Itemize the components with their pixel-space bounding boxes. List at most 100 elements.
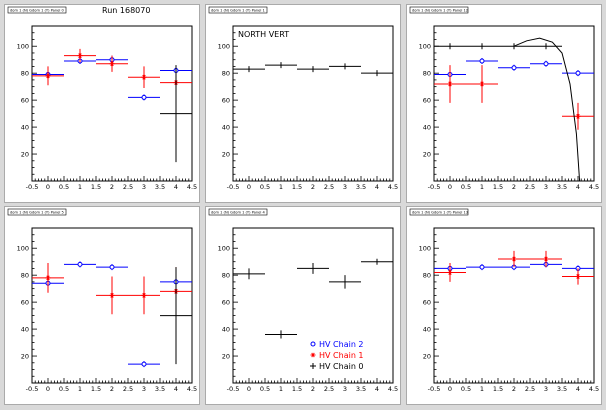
data-point bbox=[32, 263, 64, 293]
pad-background bbox=[4, 206, 200, 405]
x-tick-label: 2.5 bbox=[324, 183, 334, 191]
x-tick-label: 2 bbox=[512, 385, 516, 393]
x-tick-label: 4.5 bbox=[187, 385, 197, 393]
chart-pad: dom 1 (N) Gdom 1 (Y) Panel 13 -0.5 0 0.5 1 1.… bbox=[406, 206, 602, 405]
circle-marker bbox=[543, 61, 549, 67]
data-point bbox=[64, 48, 96, 63]
data-point bbox=[562, 268, 594, 285]
data-point bbox=[498, 250, 530, 268]
data-point bbox=[96, 264, 128, 271]
x-tick-label: 3 bbox=[343, 183, 347, 191]
pad-border bbox=[205, 206, 401, 405]
star-marker bbox=[109, 61, 115, 67]
data-point bbox=[329, 63, 361, 70]
y-tick-label: 60 bbox=[21, 298, 29, 306]
pad-background bbox=[406, 206, 602, 405]
circle-marker bbox=[479, 58, 485, 64]
x-tick-label: 2 bbox=[110, 183, 114, 191]
series-chain2 bbox=[434, 58, 594, 78]
x-tick-label: 0.5 bbox=[59, 183, 69, 191]
star-marker bbox=[575, 274, 581, 279]
x-tick-label: 0.5 bbox=[260, 183, 270, 191]
x-tick-label: 1.5 bbox=[493, 183, 503, 191]
data-point bbox=[64, 261, 96, 268]
x-tick-label: 2 bbox=[311, 183, 315, 191]
x-tick-label: 4.5 bbox=[589, 183, 599, 191]
x-tick-label: 1.5 bbox=[292, 183, 302, 191]
pad-border bbox=[4, 206, 200, 405]
star-stroke bbox=[110, 292, 114, 298]
chart-title: dom 1 (N) Gdom 1 (Y) Panel 0 bbox=[10, 8, 65, 12]
star-marker bbox=[543, 256, 549, 262]
x-tick-label: 3 bbox=[142, 183, 146, 191]
data-point bbox=[530, 60, 562, 67]
star-marker bbox=[511, 256, 517, 262]
data-point bbox=[128, 276, 160, 315]
x-tick-label: 4.5 bbox=[388, 385, 398, 393]
pad-background bbox=[406, 4, 602, 203]
y-tick-label: 20 bbox=[423, 150, 431, 158]
x-tick-label: 0.5 bbox=[461, 183, 471, 191]
star-stroke bbox=[46, 73, 50, 79]
x-tick-label: -0.5 bbox=[428, 183, 441, 191]
y-tick-label: 100 bbox=[218, 245, 230, 253]
star-stroke bbox=[110, 61, 114, 67]
title-box bbox=[409, 208, 469, 216]
data-point bbox=[466, 43, 498, 50]
y-tick-label: 100 bbox=[419, 43, 431, 51]
x-tick-label: 2 bbox=[512, 183, 516, 191]
chart-pad: dom 1 (N) Gdom 1 (Y) Panel 5 -0.5 0 0.5 1 1.5… bbox=[4, 206, 200, 405]
star-marker bbox=[447, 81, 453, 87]
pad-border bbox=[406, 4, 602, 203]
y-tick-label: 40 bbox=[21, 325, 29, 333]
data-point bbox=[265, 330, 297, 339]
x-tick-label: -0.5 bbox=[26, 183, 39, 191]
x-tick-label: 4.5 bbox=[388, 183, 398, 191]
series-chain1 bbox=[434, 250, 594, 285]
data-point bbox=[361, 70, 393, 77]
x-tick-label: -0.5 bbox=[428, 385, 441, 393]
star-marker bbox=[45, 73, 51, 79]
circle-marker bbox=[511, 65, 517, 71]
data-point bbox=[96, 276, 128, 315]
y-tick-label: 20 bbox=[423, 352, 431, 360]
series-chain1 bbox=[434, 65, 594, 130]
x-tick-label: 4 bbox=[576, 183, 580, 191]
pad-border bbox=[406, 206, 602, 405]
data-point bbox=[128, 94, 160, 101]
x-tick-label: 0.5 bbox=[59, 385, 69, 393]
title-box bbox=[7, 208, 67, 216]
chart-pad: dom 1 (N) Gdom 1 (Y) Panel 1 NORTH VERT -0… bbox=[205, 4, 401, 203]
star-marker bbox=[109, 292, 115, 298]
star-marker bbox=[479, 81, 485, 87]
title-box bbox=[409, 6, 469, 14]
star-marker bbox=[575, 113, 581, 119]
star-stroke bbox=[46, 275, 50, 281]
x-tick-label: 0 bbox=[46, 385, 50, 393]
data-point bbox=[128, 66, 160, 88]
x-tick-label: 0.5 bbox=[461, 385, 471, 393]
y-tick-label: 40 bbox=[21, 123, 29, 131]
y-tick-label: 20 bbox=[21, 352, 29, 360]
data-point bbox=[32, 66, 64, 86]
star-stroke bbox=[142, 74, 146, 80]
data-point bbox=[297, 263, 329, 274]
chart-title: dom 1 (N) Gdom 1 (Y) Panel 4 bbox=[211, 210, 266, 214]
data-point bbox=[361, 258, 393, 265]
x-tick-label: 1 bbox=[480, 183, 484, 191]
y-tick-label: 60 bbox=[21, 96, 29, 104]
data-point bbox=[466, 58, 498, 65]
star-stroke bbox=[480, 81, 484, 87]
y-tick-label: 60 bbox=[222, 96, 230, 104]
data-point bbox=[434, 263, 466, 282]
legend-star-icon bbox=[311, 352, 315, 358]
star-stroke bbox=[544, 256, 548, 262]
x-tick-label: 4.5 bbox=[187, 183, 197, 191]
legend-circle-icon bbox=[310, 341, 316, 347]
x-tick-label: 0.5 bbox=[260, 385, 270, 393]
y-tick-label: 80 bbox=[222, 69, 230, 77]
x-tick-label: 3.5 bbox=[557, 183, 567, 191]
x-tick-label: 1 bbox=[279, 385, 283, 393]
x-tick-label: 3 bbox=[142, 385, 146, 393]
pad-border bbox=[4, 4, 200, 203]
